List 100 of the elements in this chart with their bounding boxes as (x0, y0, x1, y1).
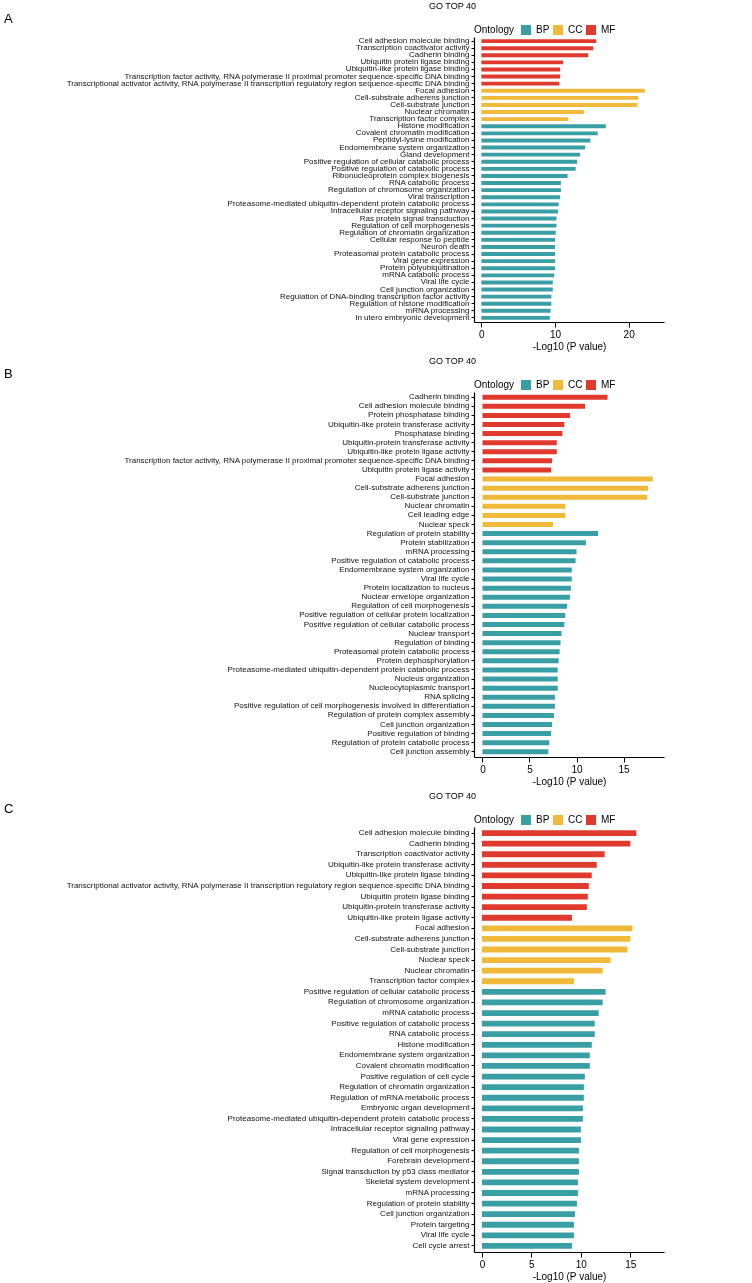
y-tick-label: Ubiquitin-like protein transferase activity (328, 859, 470, 869)
y-tick-label: Nuclear envelope organization (361, 592, 470, 602)
y-tick-label: Regulation of chromosome organization (328, 997, 470, 1007)
y-tick-label: mRNA processing (405, 546, 470, 556)
y-tick-label: Cell junction organization (380, 719, 470, 729)
x-tick-label: 10 (549, 328, 562, 340)
bar (482, 467, 552, 473)
y-tick-label: Protein phosphatase binding (368, 410, 470, 420)
y-tick-label: Endomembrane system organization (339, 564, 470, 574)
y-tick-label: Nuclear transport (408, 628, 471, 638)
y-tick-label: Ubiquitin protein ligase activity (361, 464, 470, 474)
bar (481, 1147, 579, 1154)
bar (481, 988, 606, 995)
y-tick-label: Histone modification (397, 1039, 470, 1049)
x-tick-label: 15 (618, 763, 631, 775)
y-tick-label: Proteasome-mediated ubiquitin-dependent protein catabolic process (227, 1113, 470, 1123)
bar (481, 195, 561, 200)
y-tick-label: Positive regulation of cellular catabolic process (303, 619, 470, 629)
y-tick-label: Positive regulation of catabolic process (331, 1018, 470, 1028)
legend-label: BP (536, 24, 550, 35)
bar (481, 39, 597, 44)
y-tick-label: Regulation of protein stability (366, 1198, 470, 1208)
bar (481, 1137, 581, 1143)
bar (481, 301, 552, 306)
y-tick-label: Ubiquitin-protein transferase activity (342, 437, 470, 447)
bar (481, 1115, 583, 1122)
bar (481, 60, 564, 65)
legend-label: MF (601, 379, 616, 390)
bar (481, 978, 574, 985)
y-tick-label: Nuclear speck (418, 519, 471, 529)
y-tick-label: Positive regulation of catabolic process (331, 555, 470, 565)
bar (482, 603, 568, 609)
y-tick-label: Cell adhesion molecule binding (358, 401, 470, 411)
y-tick-label: Nuclear chromatin (404, 965, 470, 975)
bar (482, 449, 557, 455)
y-tick-label: Cadherin binding (409, 50, 470, 60)
bar (481, 280, 553, 285)
bar (482, 403, 585, 409)
bar (482, 531, 599, 537)
bar (482, 685, 558, 691)
y-tick-label: Protein localization to nucleus (363, 583, 470, 593)
bar (482, 440, 557, 446)
legend-label: CC (568, 379, 583, 390)
bar (481, 174, 568, 178)
bar (481, 883, 589, 889)
y-tick-label: mRNA processing (405, 1187, 470, 1197)
x-tick-label: 15 (625, 1258, 637, 1270)
y-tick-label: Transcription factor complex (369, 976, 470, 986)
x-axis-title: -Log10 (P value) (532, 1270, 607, 1282)
y-tick-label: Cell junction organization (380, 1209, 470, 1219)
bar (482, 567, 572, 573)
bar (481, 294, 552, 299)
bar (482, 503, 566, 509)
legend-label: CC (568, 24, 583, 35)
bar (481, 936, 631, 942)
y-tick-label: Ubiquitin-protein transferase activity (342, 902, 470, 912)
bar (482, 394, 608, 400)
bar (481, 1084, 584, 1091)
bar (482, 703, 555, 709)
y-tick-label: Cell cycle arrest (412, 1240, 471, 1250)
x-tick-label: 0 (479, 328, 486, 340)
bar (482, 540, 586, 546)
bar (481, 1190, 578, 1196)
y-tick-label: Ubiquitin-like protein ligase activity (347, 446, 470, 456)
bar (481, 273, 555, 278)
y-tick-label: Intracellular receptor signaling pathway (330, 1124, 470, 1134)
bar (481, 252, 556, 256)
chart-title: GO TOP 40 (429, 356, 477, 366)
legend-label: MF (601, 814, 616, 825)
y-tick-label: Nuclear chromatin (404, 501, 470, 511)
bar (482, 576, 572, 582)
bar (482, 712, 554, 718)
bar (481, 152, 581, 157)
bar (481, 1232, 574, 1239)
y-tick-label: Viral life cycle (420, 574, 471, 584)
bar (481, 74, 561, 79)
y-tick-label: Positive regulation of cellular catabolic process (303, 986, 470, 996)
y-tick-label: Transcriptional activator activity, RNA polymerase II transcription regulatory region sequence-specific DNA binding (66, 881, 470, 891)
y-tick-label: Cell adhesion molecule binding (358, 36, 470, 46)
bar (482, 649, 560, 655)
y-tick-label: RNA splicing (424, 692, 470, 702)
legend-label: BP (536, 379, 550, 390)
bar (481, 1052, 590, 1059)
x-tick-label: 0 (479, 1258, 486, 1270)
bar (482, 494, 648, 500)
bar (481, 904, 587, 911)
bar (482, 485, 649, 491)
y-tick-label: Cell-substrate junction (390, 492, 470, 502)
bar (481, 81, 560, 86)
bar (481, 861, 597, 868)
y-tick-label: Protein stabilization (400, 537, 470, 547)
x-tick-label: 10 (571, 763, 584, 775)
y-tick-label: Ubiquitin protein ligase binding (360, 891, 470, 901)
x-tick-label: 5 (527, 763, 534, 775)
bar (482, 694, 555, 700)
y-tick-label: Positive regulation of cell cycle (360, 1071, 471, 1081)
y-tick-label: Regulation of chromatin organization (339, 1082, 470, 1092)
bar (481, 1243, 572, 1249)
y-tick-label: Cell-substrate adherens junction (354, 483, 470, 493)
y-tick-label: Regulation of protein complex assembly (327, 710, 470, 720)
